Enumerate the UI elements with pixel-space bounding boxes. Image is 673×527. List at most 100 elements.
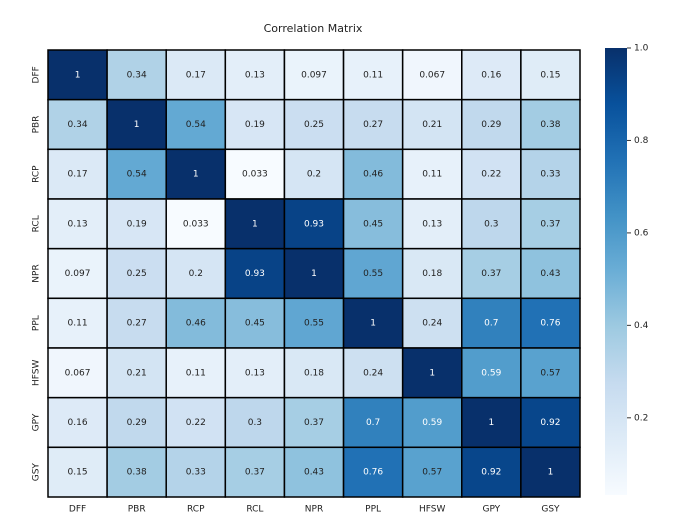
heatmap-cell (47, 49, 108, 101)
y-tick-label: DFF (32, 66, 42, 83)
heatmap-cell (283, 297, 345, 349)
cell-label: 0.46 (363, 170, 383, 180)
heatmap-cell (283, 98, 345, 151)
cell-label: 1 (134, 120, 140, 130)
chart-title: Correlation Matrix (264, 22, 363, 35)
y-tick-label: GSY (32, 463, 42, 482)
colorbar-tick-label: 0.6 (634, 228, 649, 238)
cell-label: 0.097 (301, 70, 327, 80)
cell-label: 0.21 (127, 368, 147, 378)
heatmap-cell (401, 396, 463, 449)
cell-label: 0.59 (481, 368, 501, 378)
cell-label: 0.25 (127, 269, 147, 279)
heatmap-cell (47, 347, 108, 399)
cell-label: 0.92 (540, 418, 560, 428)
heatmap-cell (283, 148, 345, 200)
cell-label: 0.33 (186, 468, 206, 478)
cell-label: 0.43 (540, 269, 560, 279)
colorbar-tick-label: 1.0 (634, 44, 649, 54)
heatmap-cell (106, 198, 167, 250)
cell-label: 0.37 (481, 269, 501, 279)
cell-label: 0.15 (540, 70, 560, 80)
x-tick-label: DFF (69, 505, 86, 515)
cell-label: 0.033 (183, 219, 209, 229)
cell-label: 0.27 (127, 319, 147, 329)
heatmap-cell (165, 297, 227, 349)
cell-label: 1 (488, 418, 494, 428)
x-tick-label: GPY (482, 505, 500, 515)
heatmap-cell (47, 446, 108, 498)
heatmap-cell (401, 347, 463, 399)
cell-label: 0.34 (68, 120, 88, 130)
cell-label: 0.18 (422, 269, 442, 279)
heatmap-cell (47, 297, 108, 349)
cell-label: 0.7 (366, 418, 380, 428)
heatmap-cell (461, 98, 522, 151)
cell-label: 0.13 (245, 368, 265, 378)
cell-label: 1 (311, 269, 317, 279)
cell-label: 0.37 (304, 418, 324, 428)
cell-label: 0.13 (68, 219, 88, 229)
cell-label: 0.24 (422, 319, 442, 329)
cell-label: 0.76 (540, 319, 560, 329)
cell-label: 0.067 (65, 368, 91, 378)
cell-label: 0.3 (248, 418, 262, 428)
x-tick-label: PBR (128, 505, 146, 515)
cell-label: 0.15 (68, 468, 88, 478)
colorbar-tick-label: 0.8 (634, 136, 649, 146)
cell-label: 1 (429, 368, 435, 378)
y-tick-label: GPY (32, 413, 42, 431)
heatmap-cell (283, 446, 345, 498)
cell-label: 0.34 (127, 70, 147, 80)
x-tick-label: NPR (305, 505, 323, 515)
cell-label: 0.33 (540, 170, 560, 180)
heatmap-cell (165, 148, 227, 200)
heatmap-cell (520, 198, 581, 250)
y-tick-label: PBR (32, 116, 42, 134)
colorbar (605, 48, 627, 495)
heatmap-cell (224, 396, 286, 449)
heatmap-cell (224, 198, 286, 250)
heatmap-cell (342, 247, 404, 300)
x-tick-label: PPL (365, 505, 381, 515)
cell-label: 0.29 (481, 120, 501, 130)
cell-label: 0.11 (363, 70, 383, 80)
cell-label: 0.57 (540, 368, 560, 378)
heatmap-cell (520, 247, 581, 300)
colorbar-tick-label: 0.2 (634, 413, 648, 423)
heatmap-cell (401, 446, 463, 498)
cell-label: 0.38 (127, 468, 147, 478)
cell-label: 0.11 (422, 170, 442, 180)
cell-label: 0.54 (186, 120, 206, 130)
cell-label: 0.46 (186, 319, 206, 329)
heatmap-cell (47, 148, 108, 200)
cell-label: 0.25 (304, 120, 324, 130)
y-tick-label: PPL (32, 315, 42, 331)
cell-label: 0.55 (363, 269, 383, 279)
cell-label: 0.93 (304, 219, 324, 229)
y-tick-label: RCL (32, 215, 42, 232)
cell-label: 0.11 (186, 368, 206, 378)
cell-label: 0.19 (127, 219, 147, 229)
heatmap-cell (520, 148, 581, 200)
heatmap-cell (342, 297, 404, 349)
x-tick-label: RCP (187, 505, 205, 515)
y-tick-label: NPR (32, 264, 42, 282)
cell-label: 0.13 (422, 219, 442, 229)
cell-label: 0.76 (363, 468, 383, 478)
heatmap-cell (47, 98, 108, 151)
cell-label: 0.067 (419, 70, 445, 80)
cell-label: 0.45 (245, 319, 265, 329)
cell-label: 0.16 (481, 70, 501, 80)
cell-label: 0.21 (422, 120, 442, 130)
cell-label: 1 (193, 170, 199, 180)
heatmap-cell (342, 49, 404, 101)
heatmap-cell (47, 198, 108, 250)
heatmap-cell (283, 396, 345, 449)
cell-label: 0.43 (304, 468, 324, 478)
heatmap-cell (520, 297, 581, 349)
cell-label: 1 (370, 319, 376, 329)
cell-label: 0.27 (363, 120, 383, 130)
cell-label: 0.2 (307, 170, 321, 180)
